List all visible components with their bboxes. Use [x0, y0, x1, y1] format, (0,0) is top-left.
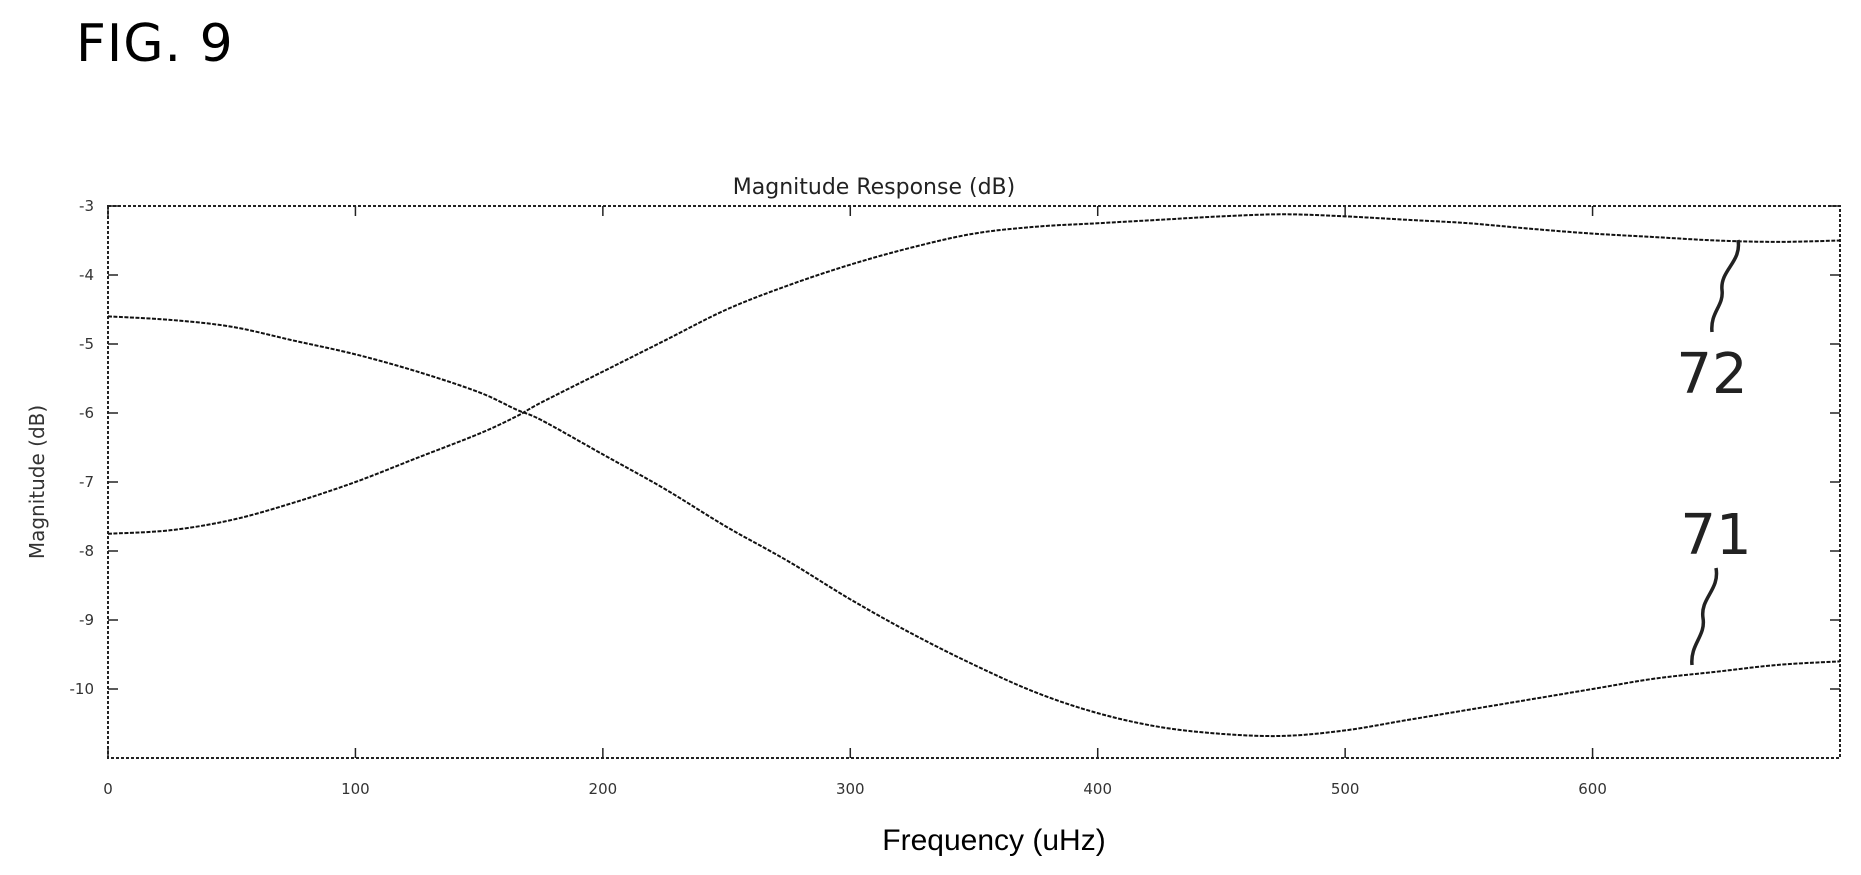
leader-line-72 — [1710, 239, 1741, 333]
series-line-71 — [107, 315, 1841, 738]
y-tick-label: -3 — [79, 197, 94, 215]
reference-numeral-71: 71 — [1680, 503, 1751, 568]
x-tick-label: 0 — [103, 780, 113, 798]
x-tick-label: 500 — [1331, 780, 1360, 798]
x-axis-label: Frequency (uHz) — [882, 824, 1105, 857]
reference-annotations: 72 71 — [1676, 239, 1752, 666]
y-tick-label: -8 — [79, 542, 94, 560]
leader-line-71 — [1690, 567, 1719, 666]
axis-ticks: 0 100 200 300 400 500 600 -3 -4 -5 -6 -7 -8 -9 -10 — [70, 197, 1840, 798]
plot-frame — [107, 205, 1841, 759]
x-tick-label: 300 — [836, 780, 865, 798]
x-tick-label: 400 — [1083, 780, 1112, 798]
y-tick-label: -5 — [79, 335, 94, 353]
x-tick-label: 100 — [341, 780, 370, 798]
y-tick-label: -6 — [79, 404, 94, 422]
reference-numeral-72: 72 — [1676, 342, 1747, 407]
series-layer — [107, 213, 1841, 738]
y-tick-label: -9 — [79, 611, 94, 629]
x-tick-label: 200 — [589, 780, 618, 798]
y-tick-label: -4 — [79, 266, 94, 284]
y-tick-label: -10 — [70, 680, 95, 698]
series-line-72 — [107, 213, 1841, 535]
figure-label: FIG. 9 — [76, 14, 234, 74]
y-axis-label: Magnitude (dB) — [25, 405, 49, 559]
y-tick-label: -7 — [79, 473, 94, 491]
chart-title: Magnitude Response (dB) — [733, 175, 1015, 200]
x-tick-label: 600 — [1578, 780, 1607, 798]
